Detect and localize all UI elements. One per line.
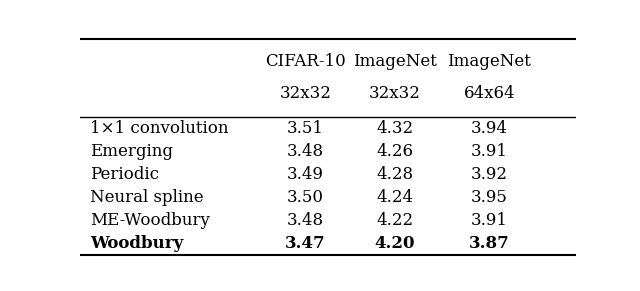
Text: 64x64: 64x64 [463,85,515,102]
Text: 3.50: 3.50 [287,189,324,205]
Text: 3.94: 3.94 [470,120,508,137]
Text: 3.49: 3.49 [287,166,324,183]
Text: 3.48: 3.48 [287,143,324,160]
Text: 3.95: 3.95 [471,189,508,205]
Text: 3.91: 3.91 [470,212,508,228]
Text: Periodic: Periodic [90,166,159,183]
Text: 4.20: 4.20 [374,235,415,251]
Text: 3.51: 3.51 [287,120,324,137]
Text: 32x32: 32x32 [280,85,332,102]
Text: 4.28: 4.28 [376,166,413,183]
Text: 3.92: 3.92 [470,166,508,183]
Text: 1×1 convolution: 1×1 convolution [90,120,228,137]
Text: 4.24: 4.24 [376,189,413,205]
Text: ImageNet: ImageNet [353,53,437,70]
Text: 4.26: 4.26 [376,143,413,160]
Text: 3.91: 3.91 [470,143,508,160]
Text: CIFAR-10: CIFAR-10 [266,53,346,70]
Text: 3.48: 3.48 [287,212,324,228]
Text: 4.22: 4.22 [376,212,413,228]
Text: Woodbury: Woodbury [90,235,183,251]
Text: Emerging: Emerging [90,143,173,160]
Text: ImageNet: ImageNet [447,53,531,70]
Text: 3.47: 3.47 [285,235,326,251]
Text: 3.87: 3.87 [469,235,509,251]
Text: 4.32: 4.32 [376,120,413,137]
Text: ME-Woodbury: ME-Woodbury [90,212,210,228]
Text: Neural spline: Neural spline [90,189,204,205]
Text: 32x32: 32x32 [369,85,421,102]
